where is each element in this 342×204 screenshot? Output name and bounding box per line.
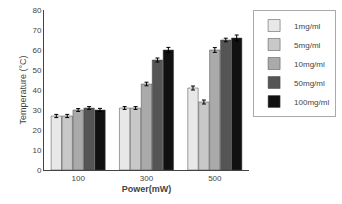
- svg-text:100: 100: [71, 174, 85, 183]
- svg-text:100mg/ml: 100mg/ml: [294, 98, 329, 107]
- svg-text:300: 300: [140, 174, 154, 183]
- svg-text:20: 20: [32, 126, 41, 135]
- svg-text:0: 0: [37, 166, 42, 175]
- svg-text:Power(mW): Power(mW): [122, 184, 172, 194]
- svg-text:80: 80: [32, 6, 41, 15]
- svg-text:70: 70: [32, 26, 41, 35]
- svg-text:50mg/ml: 50mg/ml: [294, 79, 325, 88]
- svg-text:10mg/ml: 10mg/ml: [294, 60, 325, 69]
- svg-text:5mg/ml: 5mg/ml: [294, 41, 320, 50]
- svg-text:30: 30: [32, 106, 41, 115]
- svg-text:10: 10: [32, 146, 41, 155]
- svg-text:60: 60: [32, 46, 41, 55]
- svg-text:500: 500: [208, 174, 222, 183]
- svg-text:Temperature (°C): Temperature (°C): [18, 55, 28, 124]
- svg-text:50: 50: [32, 66, 41, 75]
- svg-text:1mg/ml: 1mg/ml: [294, 22, 320, 31]
- svg-text:40: 40: [32, 86, 41, 95]
